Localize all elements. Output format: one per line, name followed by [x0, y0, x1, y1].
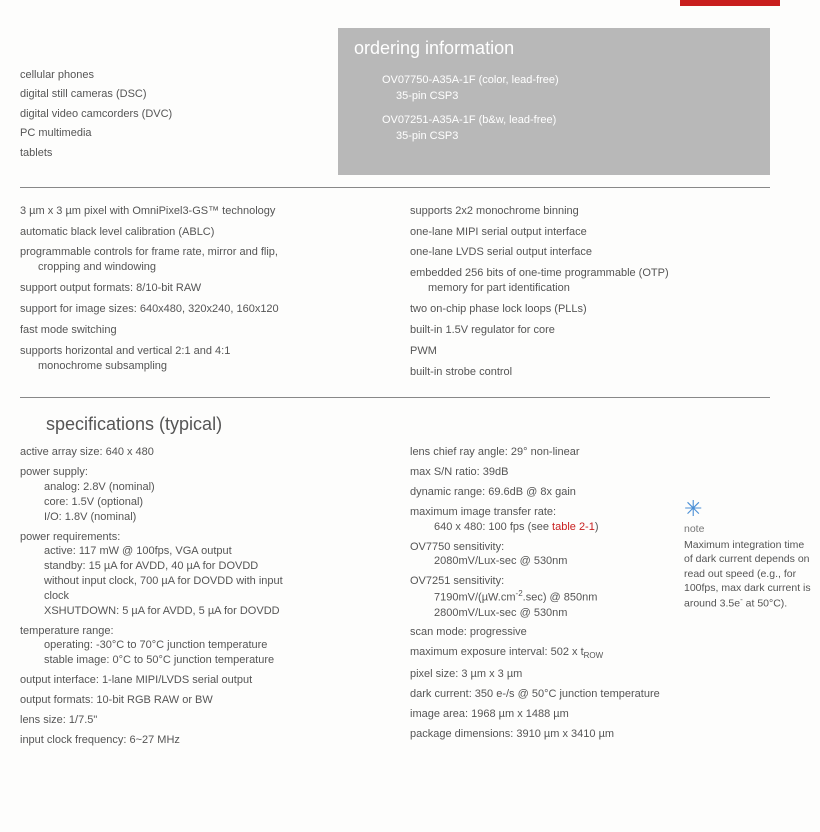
specs-left: active array size: 640 x 480 power suppl…	[20, 445, 380, 752]
applications-list: cellular phones digital still cameras (DS…	[20, 68, 308, 161]
spec-item: scan mode: progressive	[410, 625, 770, 640]
ordering-heading: ordering information	[354, 38, 754, 59]
note-title: note	[684, 522, 814, 536]
spec-item: max S/N ratio: 39dB	[410, 465, 770, 480]
feature-item: support output formats: 8/10-bit RAW	[20, 281, 380, 296]
feature-item: supports 2x2 monochrome binning	[410, 204, 770, 219]
application-item: cellular phones	[20, 68, 308, 83]
specifications-heading: specifications (typical)	[46, 414, 800, 435]
feature-item: built-in 1.5V regulator for core	[410, 323, 770, 338]
accent-red-bar	[680, 0, 780, 6]
application-item: digital video camcorders (DVC)	[20, 107, 308, 122]
side-note: ✳ note Maximum integration time of dark …	[684, 498, 814, 611]
feature-item: fast mode switching	[20, 323, 380, 338]
feature-item: 3 µm x 3 µm pixel with OmniPixel3-GS™ te…	[20, 204, 380, 219]
spec-item: lens chief ray angle: 29° non-linear	[410, 445, 770, 460]
asterisk-icon: ✳	[684, 498, 814, 520]
feature-item: one-lane LVDS serial output interface	[410, 245, 770, 260]
ordering-item: OV07251-A35A-1F (b&w, lead-free)35-pin C…	[382, 113, 754, 145]
feature-item: supports horizontal and vertical 2:1 and…	[20, 344, 380, 374]
spec-item: power supply: analog: 2.8V (nominal) cor…	[20, 465, 380, 524]
divider	[20, 397, 770, 398]
features-left: 3 µm x 3 µm pixel with OmniPixel3-GS™ te…	[20, 204, 380, 386]
ordering-items: OV07750-A35A-1F (color, lead-free)35-pin…	[354, 73, 754, 145]
spec-item: maximum exposure interval: 502 x tROW	[410, 645, 770, 662]
feature-item: PWM	[410, 344, 770, 359]
spec-item: output formats: 10-bit RGB RAW or BW	[20, 693, 380, 708]
spec-item: dark current: 350 e-/s @ 50°C junction t…	[410, 687, 770, 702]
spec-item: active array size: 640 x 480	[20, 445, 380, 460]
feature-item: automatic black level calibration (ABLC)	[20, 225, 380, 240]
application-item: PC multimedia	[20, 126, 308, 141]
application-item: tablets	[20, 146, 308, 161]
note-body: Maximum integration time of dark current…	[684, 538, 814, 610]
spec-item: input clock frequency: 6~27 MHz	[20, 733, 380, 748]
spec-item: image area: 1968 µm x 1488 µm	[410, 707, 770, 722]
feature-item: embedded 256 bits of one-time programmab…	[410, 266, 770, 296]
feature-item: two on-chip phase lock loops (PLLs)	[410, 302, 770, 317]
feature-item: programmable controls for frame rate, mi…	[20, 245, 380, 275]
spec-item: pixel size: 3 µm x 3 µm	[410, 667, 770, 682]
divider	[20, 187, 770, 188]
feature-item: one-lane MIPI serial output interface	[410, 225, 770, 240]
spec-item: output interface: 1-lane MIPI/LVDS seria…	[20, 673, 380, 688]
feature-item: built-in strobe control	[410, 365, 770, 380]
spec-item: package dimensions: 3910 µm x 3410 µm	[410, 727, 770, 742]
spec-item: lens size: 1/7.5"	[20, 713, 380, 728]
feature-item: support for image sizes: 640x480, 320x24…	[20, 302, 380, 317]
table-link[interactable]: table 2-1	[552, 521, 595, 533]
ordering-info-box: ordering information OV07750-A35A-1F (co…	[338, 28, 770, 175]
features-right: supports 2x2 monochrome binning one-lane …	[410, 204, 770, 386]
application-item: digital still cameras (DSC)	[20, 87, 308, 102]
ordering-item: OV07750-A35A-1F (color, lead-free)35-pin…	[382, 73, 754, 105]
spec-item: power requirements: active: 117 mW @ 100…	[20, 530, 380, 619]
spec-item: temperature range: operating: -30°C to 7…	[20, 624, 380, 669]
